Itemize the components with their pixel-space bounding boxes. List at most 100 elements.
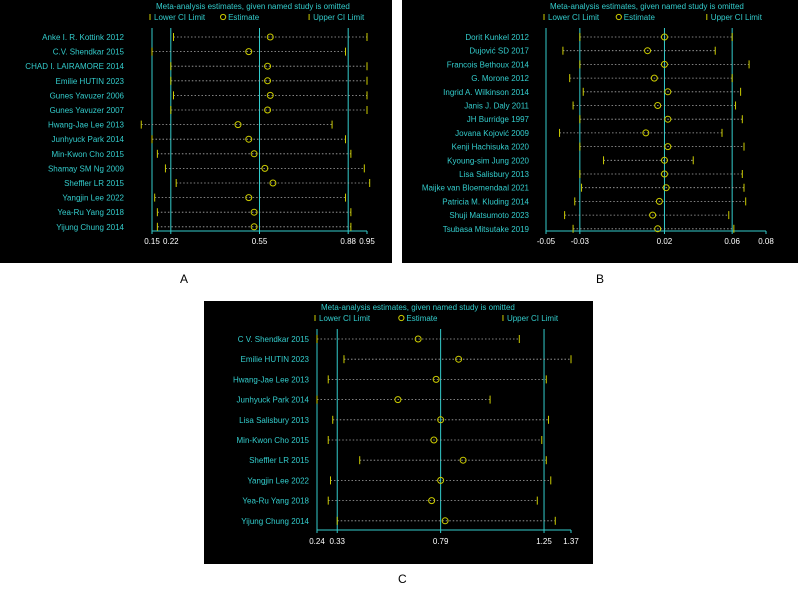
estimate-point: [660, 60, 668, 68]
x-tick-label: 0.08: [758, 237, 774, 246]
estimate-point: [459, 456, 467, 464]
study-name: Yijung Chung 2014: [56, 223, 124, 232]
study-name: Hwang-Jae Lee 2013: [48, 121, 125, 130]
estimate-point: [245, 194, 253, 202]
legend-estimate-icon: [220, 13, 227, 21]
legend-lower-ci-label: Lower CI Limit: [548, 13, 600, 22]
study-name: Sheffler LR 2015: [64, 179, 124, 188]
x-tick-label: 0.88: [340, 237, 356, 246]
study-name: Yijung Chung 2014: [241, 517, 309, 526]
x-tick-label: 0.55: [252, 237, 268, 246]
study-name: Shamay SM Ng 2009: [48, 164, 125, 173]
panel-b: Meta-analysis estimates, given named stu…: [402, 0, 798, 263]
x-tick-label: 1.25: [536, 537, 552, 546]
legend-upper-ci-label: Upper CI Limit: [313, 13, 365, 22]
study-name: Junhyuck Park 2014: [237, 396, 310, 405]
study-name: Shuji Matsumoto 2023: [449, 211, 529, 220]
estimate-point: [430, 436, 438, 444]
panel-label-c: C: [398, 572, 407, 586]
estimate-point: [654, 102, 662, 109]
estimate-point: [662, 184, 670, 192]
study-name: JH Burridge 1997: [467, 115, 530, 124]
study-name: Ingrid A. Wilkinson 2014: [443, 88, 529, 97]
study-name: Kyoung-sim Jung 2020: [447, 156, 529, 165]
estimate-point: [266, 91, 274, 99]
study-name: G. Morone 2012: [471, 74, 529, 83]
estimate-point: [432, 375, 440, 383]
estimate-point: [266, 33, 274, 41]
estimate-point: [654, 225, 662, 233]
chart-title: Meta-analysis estimates, given named stu…: [550, 2, 744, 11]
legend-estimate-icon: [615, 13, 622, 21]
x-tick-label: 1.37: [563, 537, 579, 546]
estimate-point: [664, 143, 672, 151]
estimate-point: [428, 497, 436, 505]
estimate-point: [660, 170, 668, 178]
panel-c: Meta-analysis estimates, given named stu…: [204, 301, 593, 564]
study-name: Junhyuck Park 2014: [52, 135, 125, 144]
estimate-point: [655, 197, 663, 205]
estimate-point: [649, 211, 657, 219]
x-tick-label: 0.95: [359, 237, 375, 246]
estimate-point: [437, 416, 445, 424]
study-name: Emilie HUTIN 2023: [56, 77, 125, 86]
x-tick-label: 0.02: [657, 237, 673, 246]
chart-title: Meta-analysis estimates, given named stu…: [156, 2, 350, 11]
estimate-point: [245, 135, 253, 143]
study-name: C.V. Shendkar 2015: [53, 48, 125, 57]
legend-lower-ci-label: Lower CI Limit: [154, 13, 206, 22]
estimate-point: [269, 179, 277, 187]
estimate-point: [664, 115, 672, 123]
study-name: Anke I. R. Kottink 2012: [42, 33, 124, 42]
forest-plot-a: Meta-analysis estimates, given named stu…: [25, 2, 375, 246]
legend-lower-ci-label: Lower CI Limit: [319, 314, 371, 323]
estimate-point: [264, 62, 272, 70]
study-name: Gunes Yavuzer 2006: [50, 91, 125, 100]
study-name: CHAD I. LAIRAMORE 2014: [25, 62, 124, 71]
estimate-point: [437, 476, 445, 484]
x-tick-label: 0.22: [163, 237, 179, 246]
x-tick-label: 0.24: [309, 537, 325, 546]
estimate-point: [441, 517, 449, 525]
legend-estimate-label: Estimate: [624, 13, 656, 22]
study-name: Min-Kwon Cho 2015: [237, 436, 310, 445]
study-name: Yangjin Lee 2022: [247, 476, 309, 485]
study-name: Patricia M. Kluding 2014: [442, 197, 529, 206]
legend-estimate-icon: [398, 314, 405, 322]
study-name: Emilie HUTIN 2023: [241, 355, 310, 364]
x-tick-label: 0.79: [433, 537, 449, 546]
estimate-point: [394, 396, 402, 404]
study-name: Yangjin Lee 2022: [62, 194, 124, 203]
x-tick-label: 0.15: [144, 237, 160, 246]
estimate-point: [644, 47, 652, 55]
study-name: Gunes Yavuzer 2007: [50, 106, 125, 115]
forest-plot-c: Meta-analysis estimates, given named stu…: [233, 303, 579, 546]
study-name: Dorit Kunkel 2012: [465, 33, 529, 42]
study-name: Francois Bethoux 2014: [447, 60, 530, 69]
study-name: Sheffler LR 2015: [249, 456, 309, 465]
study-name: Yea-Ru Yang 2018: [242, 497, 309, 506]
estimate-point: [660, 33, 668, 41]
x-tick-label: -0.05: [537, 237, 556, 246]
estimate-point: [414, 335, 422, 343]
chart-title: Meta-analysis estimates, given named stu…: [321, 303, 515, 312]
study-name: Maijke van Bloemendaal 2021: [422, 184, 530, 193]
estimate-point: [234, 121, 242, 129]
study-name: Hwang-Jae Lee 2013: [233, 375, 310, 384]
panel-label-a: A: [180, 272, 189, 286]
estimate-point: [264, 106, 272, 114]
estimate-point: [664, 88, 672, 96]
study-name: Dujović SD 2017: [469, 47, 529, 56]
study-name: Yea-Ru Yang 2018: [57, 208, 124, 217]
estimate-point: [250, 208, 258, 216]
panel-label-b: B: [596, 272, 605, 286]
legend-upper-ci-label: Upper CI Limit: [711, 13, 763, 22]
legend-estimate-label: Estimate: [228, 13, 260, 22]
estimate-point: [660, 156, 668, 164]
estimate-point: [642, 129, 650, 137]
legend-estimate-label: Estimate: [406, 314, 438, 323]
study-name: Min-Kwon Cho 2015: [52, 150, 125, 159]
study-name: Janis J. Daly 2011: [464, 102, 529, 111]
x-tick-label: 0.33: [329, 537, 345, 546]
legend-upper-ci-label: Upper CI Limit: [507, 314, 559, 323]
